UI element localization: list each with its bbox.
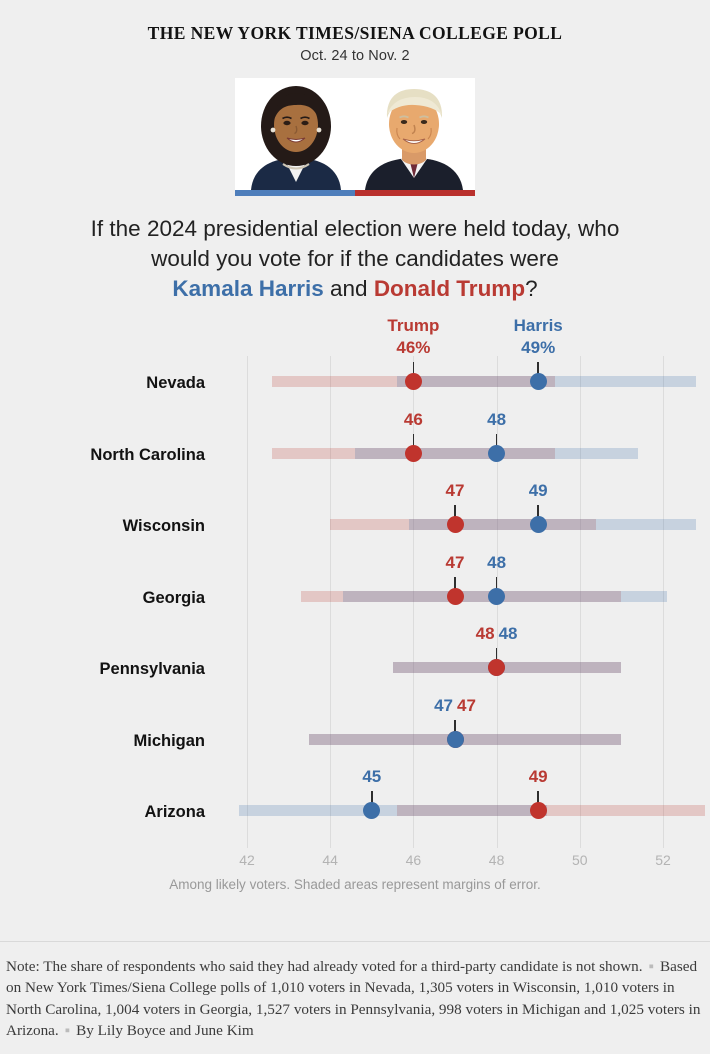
- note-text: The share of respondents who said they h…: [39, 957, 643, 975]
- harris-margin-of-error-bar: [392, 662, 622, 674]
- harris-dot-stem: [495, 576, 498, 592]
- poll-dot-chart: 42 44 46 48 50 52 Nevada 46% 49% Trump Harris Nort…: [0, 316, 710, 892]
- trump-dot-stem: [495, 648, 498, 664]
- note-byline: By Lily Boyce and June Kim: [76, 1022, 254, 1040]
- chart-row: Nevada 46% 49% Trump Harris: [0, 316, 710, 404]
- gridline: [247, 356, 248, 849]
- chart-gridlines: 42 44 46 48 50 52: [0, 332, 710, 868]
- harris-margin-of-error-bar: [409, 519, 697, 531]
- question-conjunction: and: [323, 276, 374, 302]
- harris-color-bar: [235, 190, 355, 197]
- harris-dot-stem: [537, 362, 539, 378]
- chart-axis-note: Among likely voters. Shaded areas repres…: [169, 877, 541, 893]
- question-mark: ?: [525, 276, 538, 302]
- state-label: Wisconsin: [122, 517, 205, 536]
- harris-portrait-icon: [237, 78, 355, 191]
- trump-dot[interactable]: [446, 587, 464, 605]
- harris-dot[interactable]: [446, 730, 464, 748]
- trump-value-label: 47: [457, 695, 476, 715]
- chart-row: Michigan 47 47: [0, 690, 710, 762]
- harris-dot-stem: [495, 433, 498, 449]
- trump-dot-stem: [412, 362, 415, 378]
- question-trump-name: Donald Trump: [373, 276, 526, 302]
- legend-trump-name: Trump: [387, 316, 440, 336]
- trump-margin-of-error-bar: [396, 805, 705, 817]
- trump-dot-stem: [537, 791, 539, 807]
- chart-row: Pennsylvania 48 48: [0, 618, 710, 690]
- trump-margin-of-error-bar: [392, 662, 622, 674]
- harris-photo: [237, 78, 355, 191]
- chart-footnote: Note: The share of respondents who said …: [0, 940, 710, 1054]
- trump-value-label: 48: [475, 624, 495, 644]
- harris-dot-stem: [537, 505, 539, 521]
- question-line-2: would you vote for if the candidates wer…: [151, 246, 559, 272]
- harris-dot[interactable]: [529, 516, 547, 534]
- x-axis-tick-label: 46: [405, 852, 422, 869]
- poll-date-range: Oct. 24 to Nov. 2: [300, 48, 410, 65]
- harris-value-label: 48: [498, 624, 518, 644]
- harris-value-label: 48: [487, 409, 507, 429]
- harris-dot-stem: [454, 719, 456, 735]
- gridline: [663, 356, 664, 849]
- harris-dot[interactable]: [488, 444, 506, 462]
- trump-dot-stem: [454, 576, 456, 592]
- state-label: Georgia: [142, 588, 205, 607]
- chart-row: North Carolina 46 48: [0, 404, 710, 476]
- harris-value-label: 48: [487, 552, 507, 572]
- trump-value-label: 47: [445, 552, 465, 572]
- trump-dot[interactable]: [488, 659, 506, 677]
- chart-row: Wisconsin 47 49: [0, 475, 710, 547]
- trump-photo: [355, 78, 473, 191]
- trump-margin-of-error-bar: [309, 733, 622, 745]
- trump-value-label: 46%: [396, 338, 431, 358]
- harris-margin-of-error-bar: [309, 733, 622, 745]
- footnote-separator-1: ▪: [648, 957, 654, 975]
- trump-dot[interactable]: [404, 373, 422, 391]
- trump-color-bar: [355, 190, 475, 197]
- chart-row: Georgia 47 48: [0, 547, 710, 619]
- state-label: North Carolina: [90, 445, 205, 464]
- candidate-photos: [235, 78, 475, 197]
- harris-dot[interactable]: [363, 802, 381, 820]
- trump-portrait-icon: [355, 78, 473, 191]
- x-axis-tick-label: 52: [655, 852, 671, 869]
- harris-margin-of-error-bar: [238, 805, 547, 817]
- note-label: Note:: [6, 957, 40, 975]
- harris-dot[interactable]: [529, 373, 547, 391]
- trump-dot[interactable]: [529, 802, 547, 820]
- trump-dot-stem: [412, 433, 415, 449]
- harris-value-label: 45: [362, 767, 382, 787]
- legend-harris-name: Harris: [513, 316, 563, 336]
- x-axis-tick-label: 44: [322, 852, 338, 869]
- gridline: [579, 356, 581, 849]
- harris-value-label: 49: [528, 481, 548, 501]
- trump-value-label: 49: [528, 767, 548, 787]
- harris-value-label: 47: [434, 695, 453, 715]
- state-label: Nevada: [146, 374, 205, 393]
- harris-dot[interactable]: [488, 587, 506, 605]
- gridline: [330, 356, 332, 849]
- state-label: Michigan: [133, 731, 205, 750]
- x-axis-tick-label: 50: [572, 852, 588, 869]
- poll-question: If the 2024 presidential election were h…: [65, 214, 645, 304]
- chart-row: Arizona 49 45: [0, 761, 710, 833]
- poll-header: THE NEW YORK TIMES/SIENA COLLEGE POLL Oc…: [0, 0, 710, 64]
- gridline: [413, 356, 415, 849]
- trump-dot-stem: [454, 505, 456, 521]
- harris-dot-stem: [371, 791, 373, 807]
- note-sources: Based on New York Times/Siena College po…: [6, 957, 701, 1040]
- state-label: Pennsylvania: [99, 660, 205, 679]
- trump-dot[interactable]: [404, 444, 422, 462]
- x-axis-tick-label: 42: [239, 852, 255, 869]
- state-label: Arizona: [144, 803, 205, 822]
- question-harris-name: Kamala Harris: [172, 276, 324, 302]
- poll-kicker: THE NEW YORK TIMES/SIENA COLLEGE POLL: [147, 23, 563, 43]
- trump-value-label: 47: [445, 481, 465, 501]
- trump-dot[interactable]: [446, 516, 464, 534]
- trump-value-label: 46: [403, 409, 423, 429]
- footnote-separator-2: ▪: [64, 1022, 71, 1040]
- x-axis-tick-label: 48: [488, 852, 505, 869]
- question-line-1: If the 2024 presidential election were h…: [90, 216, 620, 242]
- harris-value-label: 49%: [521, 338, 556, 358]
